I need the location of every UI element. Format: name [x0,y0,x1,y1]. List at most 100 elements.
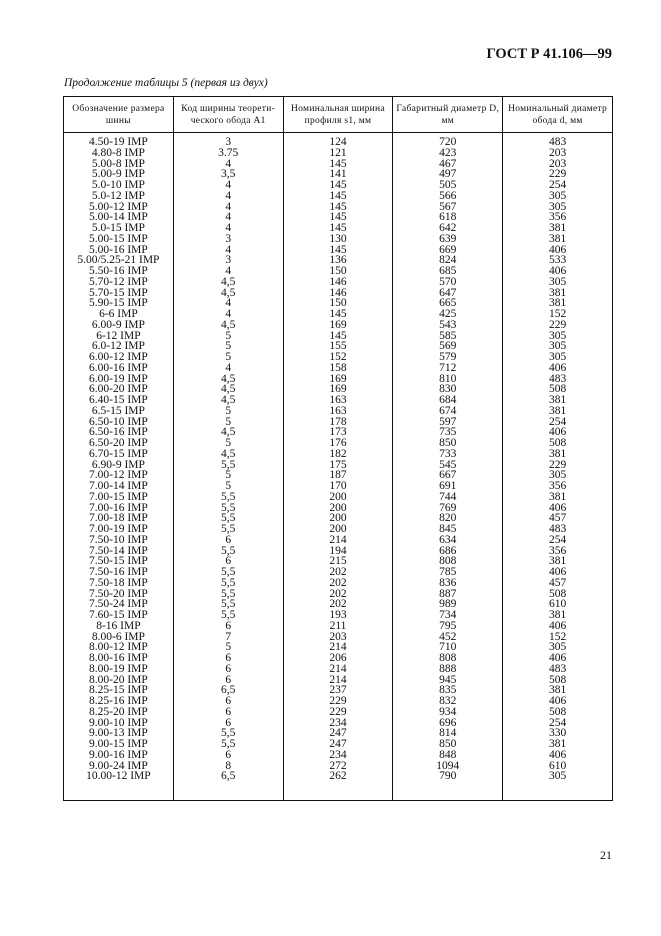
cell-section-width: 229 [282,706,394,718]
cell-rim-diameter: 229 [502,459,613,471]
cell-tire-size: 6.70-15 IMP [63,448,174,460]
column-header: Номинальная ширина профиля s1, мм [282,96,394,133]
page-number: 21 [600,848,612,862]
cell-tire-size: 7.00-15 IMP [63,491,174,503]
table-row: 6.00-16 IMP 4 158 712 406 [63,362,613,374]
cell-rim-width-code: 4,5 [172,448,284,460]
cell-rim-width-code: 4,5 [172,319,284,331]
table-header-row: Обозначение размера шины Код ширины теор… [63,96,613,133]
cell-section-width: 145 [282,190,394,202]
table-row: 7.50-24 IMP 5,5 202 989 610 [63,599,613,610]
empty-cell [172,782,284,801]
table-row: 7.50-15 IMP 6 215 808 381 [63,556,613,567]
cell-outer-diameter: 423 [392,147,504,159]
table-row: 8.00-19 IMP 6 214 888 483 [63,663,613,675]
table-row: 8.25-16 IMP 6 229 832 406 [63,695,613,707]
cell-rim-diameter: 254 [502,416,613,428]
cell-tire-size: 6.00-19 IMP [63,373,174,385]
cell-rim-diameter: 305 [502,642,613,653]
cell-rim-diameter: 356 [502,212,613,223]
cell-rim-width-code: 5,5 [172,491,284,503]
cell-outer-diameter: 790 [392,771,504,782]
cell-tire-size: 6.00-12 IMP [63,351,174,363]
table-row: 5.0-10 IMP 4 145 505 254 [63,179,613,191]
table-row: 6.5-15 IMP 5 163 674 381 [63,405,613,417]
cell-rim-diameter: 483 [502,663,613,675]
cell-rim-diameter: 381 [502,287,613,299]
cell-rim-diameter: 483 [502,523,613,535]
cell-rim-width-code: 6 [172,534,284,546]
cell-rim-diameter: 305 [502,341,613,352]
cell-rim-width-code: 5 [172,405,284,417]
cell-rim-diameter: 305 [502,771,613,782]
cell-rim-diameter: 457 [502,577,613,589]
table-row: 9.00-16 IMP 6 234 848 406 [63,749,613,761]
cell-rim-width-code: 6,5 [172,771,284,782]
cell-rim-diameter: 406 [502,695,613,707]
cell-rim-diameter: 533 [502,255,613,266]
table-bottom-spacer [63,782,613,801]
cell-tire-size: 5.50-16 IMP [63,265,174,277]
empty-cell [392,782,504,801]
cell-tire-size: 8.00-6 IMP [63,631,174,643]
cell-tire-size: 7.50-24 IMP [63,599,174,610]
cell-rim-diameter: 381 [502,738,613,750]
cell-rim-width-code: 6 [172,749,284,761]
cell-rim-diameter: 305 [502,201,613,213]
cell-tire-size: 7.00-19 IMP [63,523,174,535]
table-row: 6.00-9 IMP 4,5 169 543 229 [63,319,613,331]
table-row: 9.00-13 IMP 5,5 247 814 330 [63,728,613,739]
cell-rim-diameter: 254 [502,179,613,191]
cell-tire-size: 6.40-15 IMP [63,394,174,406]
cell-outer-diameter: 848 [392,749,504,761]
cell-rim-diameter: 406 [502,265,613,277]
cell-rim-diameter: 508 [502,674,613,686]
cell-rim-diameter: 508 [502,384,613,395]
cell-rim-diameter: 229 [502,169,613,180]
cell-rim-diameter: 152 [502,308,613,320]
table-row: 5.70-12 IMP 4,5 146 570 305 [63,276,613,288]
table-row: 6.70-15 IMP 4,5 182 733 381 [63,448,613,460]
cell-rim-diameter: 305 [502,470,613,481]
cell-tire-size: 7.00-16 IMP [63,502,174,514]
table-row: 7.00-12 IMP 5 187 667 305 [63,470,613,481]
cell-rim-diameter: 305 [502,276,613,288]
cell-section-width: 211 [282,620,394,632]
table-row: 6-12 IMP 5 145 585 305 [63,330,613,342]
cell-rim-width-code: 5,5 [172,577,284,589]
table-row: 5.0-15 IMP 4 145 642 381 [63,222,613,234]
table-row: 6.00-20 IMP 4,5 169 830 508 [63,384,613,395]
cell-rim-diameter: 305 [502,351,613,363]
cell-rim-diameter: 508 [502,706,613,718]
cell-outer-diameter: 543 [392,319,504,331]
cell-rim-width-code: 3 [172,233,284,245]
cell-section-width: 200 [282,491,394,503]
table-row: 8.00-20 IMP 6 214 945 508 [63,674,613,686]
table-row: 9.00-24 IMP 8 272 1094 610 [63,760,613,772]
table-row: 8.00-16 IMP 6 206 808 406 [63,652,613,664]
cell-tire-size: 6.50-10 IMP [63,416,174,428]
table-row: 7.00-19 IMP 5,5 200 845 483 [63,523,613,535]
table-caption: Продолжение таблицы 5 (первая из двух) [64,77,268,89]
cell-outer-diameter: 634 [392,534,504,546]
table-row: 8.25-15 IMP 6,5 237 835 381 [63,685,613,696]
cell-rim-diameter: 381 [502,394,613,406]
empty-cell [282,782,394,801]
cell-rim-width-code: 4 [172,190,284,202]
cell-tire-size: 4.50-19 IMP [63,132,174,148]
tire-size-table: Обозначение размера шины Код ширины теор… [63,96,613,801]
table-row: 7.50-10 IMP 6 214 634 254 [63,534,613,546]
table-row: 8-16 IMP 6 211 795 406 [63,620,613,632]
table-row: 5.00-14 IMP 4 145 618 356 [63,212,613,223]
table-row: 10.00-12 IMP 6,5 262 790 305 [63,771,613,782]
cell-tire-size: 4.80-8 IMP [63,147,174,159]
cell-rim-diameter: 406 [502,362,613,374]
cell-rim-diameter: 457 [502,513,613,524]
table-row: 6.0-12 IMP 5 155 569 305 [63,341,613,352]
cell-tire-size: 7.00-14 IMP [63,480,174,492]
cell-tire-size: 8.25-16 IMP [63,695,174,707]
cell-tire-size: 5.0-10 IMP [63,179,174,191]
cell-tire-size: 7.60-15 IMP [63,609,174,621]
cell-rim-diameter: 381 [502,609,613,621]
table-row: 5.00/5.25-21 IMP 3 136 824 533 [63,255,613,266]
